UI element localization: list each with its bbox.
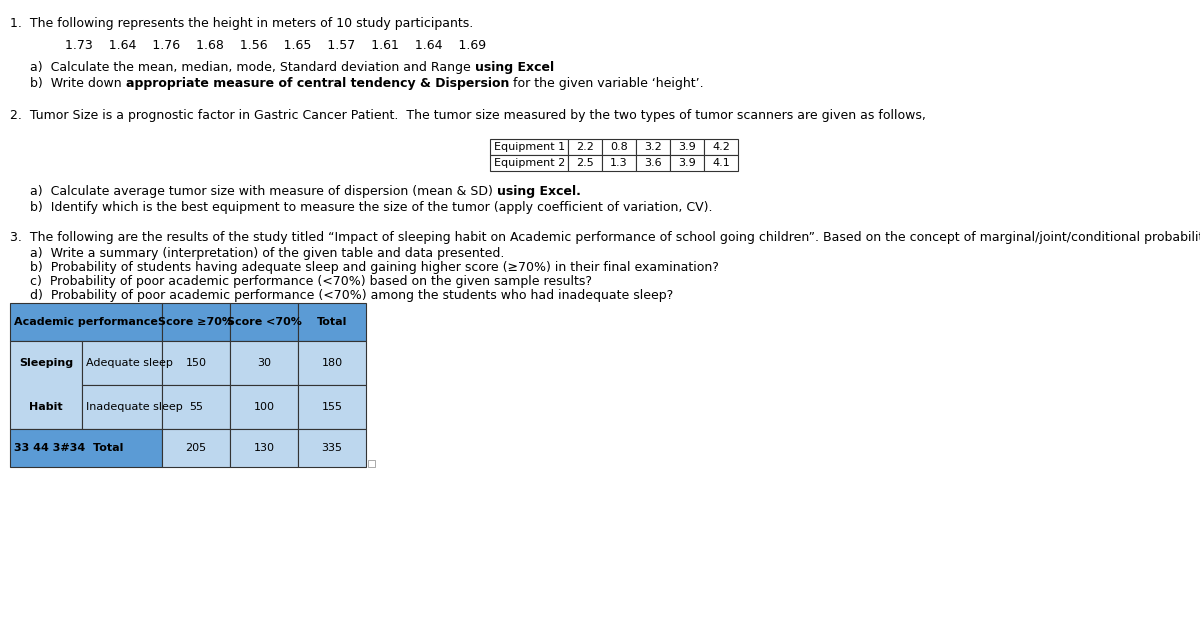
Bar [230, 303, 298, 341]
Bar [670, 155, 704, 171]
Bar [298, 303, 366, 341]
Text: 150: 150 [186, 358, 206, 368]
Bar [82, 341, 162, 385]
Bar [602, 139, 636, 155]
Bar [636, 155, 670, 171]
Text: 180: 180 [322, 358, 342, 368]
Bar [230, 385, 298, 429]
Text: Inadequate sleep: Inadequate sleep [86, 402, 182, 412]
Text: b)  Write down: b) Write down [30, 77, 126, 90]
Text: 335: 335 [322, 443, 342, 453]
Bar [670, 139, 704, 155]
Bar [704, 139, 738, 155]
Bar [298, 429, 366, 467]
Bar [10, 303, 162, 341]
Bar [230, 429, 298, 467]
Bar [162, 385, 230, 429]
Bar [298, 385, 366, 429]
Bar [162, 429, 230, 467]
Text: using Excel: using Excel [475, 61, 554, 74]
Bar [10, 341, 82, 429]
Text: 2.2: 2.2 [576, 142, 594, 152]
Text: 3.2: 3.2 [644, 142, 662, 152]
Bar [568, 139, 602, 155]
Text: Score ≥70%: Score ≥70% [158, 317, 234, 327]
Bar [230, 341, 298, 385]
Text: 2.5: 2.5 [576, 158, 594, 168]
Text: Sleeping: Sleeping [19, 358, 73, 368]
Text: Habit: Habit [29, 402, 62, 412]
Text: 2.  Tumor Size is a prognostic factor in Gastric Cancer Patient.  The tumor size: 2. Tumor Size is a prognostic factor in … [10, 109, 926, 122]
Text: a)  Calculate the mean, median, mode, Standard deviation and Range: a) Calculate the mean, median, mode, Sta… [30, 61, 475, 74]
Text: b)  Identify which is the best equipment to measure the size of the tumor (apply: b) Identify which is the best equipment … [30, 201, 713, 214]
Text: Total: Total [317, 317, 347, 327]
Text: b)  Probability of students having adequate sleep and gaining higher score (≥70%: b) Probability of students having adequa… [30, 261, 719, 274]
Bar [82, 385, 162, 429]
Text: 1.3: 1.3 [610, 158, 628, 168]
Text: 30: 30 [257, 358, 271, 368]
Text: Equipment 1: Equipment 1 [494, 142, 565, 152]
Text: Score <70%: Score <70% [227, 317, 301, 327]
Bar [490, 139, 568, 155]
Text: 1.  The following represents the height in meters of 10 study participants.: 1. The following represents the height i… [10, 17, 473, 30]
Bar [636, 139, 670, 155]
Text: 100: 100 [253, 402, 275, 412]
Text: 0.8: 0.8 [610, 142, 628, 152]
Text: for the given variable ‘height’.: for the given variable ‘height’. [509, 77, 703, 90]
Text: Adequate sleep: Adequate sleep [86, 358, 173, 368]
Text: Academic performance: Academic performance [14, 317, 158, 327]
Text: a)  Calculate average tumor size with measure of dispersion (mean & SD): a) Calculate average tumor size with mea… [30, 185, 497, 198]
Text: 4.1: 4.1 [712, 158, 730, 168]
Text: using Excel.: using Excel. [497, 185, 581, 198]
Bar [704, 155, 738, 171]
Text: 3.9: 3.9 [678, 158, 696, 168]
Text: 3.  The following are the results of the study titled “Impact of sleeping habit : 3. The following are the results of the … [10, 231, 1200, 244]
Text: 3.6: 3.6 [644, 158, 662, 168]
Text: c)  Probability of poor academic performance (<70%) based on the given sample re: c) Probability of poor academic performa… [30, 275, 592, 288]
Text: a)  Write a summary (interpretation) of the given table and data presented.: a) Write a summary (interpretation) of t… [30, 247, 504, 260]
Text: 1.73    1.64    1.76    1.68    1.56    1.65    1.57    1.61    1.64    1.69: 1.73 1.64 1.76 1.68 1.56 1.65 1.57 1.61 … [65, 39, 486, 52]
Text: 3.9: 3.9 [678, 142, 696, 152]
Text: 33 44 3#34  Total: 33 44 3#34 Total [14, 443, 124, 453]
Text: appropriate measure of central tendency & Dispersion: appropriate measure of central tendency … [126, 77, 509, 90]
Bar [298, 341, 366, 385]
Text: Equipment 2: Equipment 2 [494, 158, 565, 168]
Text: 55: 55 [190, 402, 203, 412]
Bar [490, 155, 568, 171]
Text: 130: 130 [253, 443, 275, 453]
Bar [10, 429, 162, 467]
Text: 155: 155 [322, 402, 342, 412]
Bar [602, 155, 636, 171]
Bar [162, 341, 230, 385]
Text: 4.2: 4.2 [712, 142, 730, 152]
Bar [568, 155, 602, 171]
Bar [368, 460, 374, 467]
Bar [162, 303, 230, 341]
Text: 205: 205 [186, 443, 206, 453]
Text: d)  Probability of poor academic performance (<70%) among the students who had i: d) Probability of poor academic performa… [30, 289, 673, 302]
